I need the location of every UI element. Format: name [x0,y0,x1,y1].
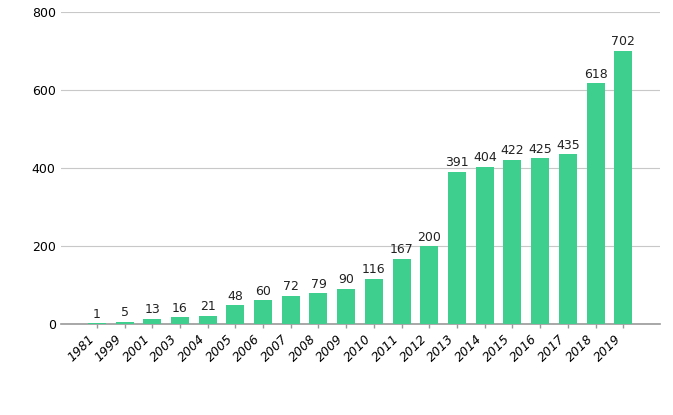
Bar [116,322,133,324]
Text: 13: 13 [144,303,160,316]
Text: 435: 435 [556,139,579,152]
Bar [559,154,577,324]
Bar [392,259,411,324]
Text: 391: 391 [446,156,469,169]
Text: 60: 60 [255,285,271,298]
Text: 116: 116 [362,263,386,276]
Bar [143,319,162,324]
Text: 200: 200 [417,231,441,244]
Bar [171,317,189,324]
Bar [226,305,244,324]
Text: 16: 16 [172,302,188,315]
Bar [337,289,355,324]
Text: 5: 5 [120,306,129,320]
Text: 167: 167 [390,243,413,256]
Text: 618: 618 [583,68,608,81]
Text: 79: 79 [310,278,326,290]
Text: 90: 90 [339,273,354,286]
Text: 72: 72 [283,281,299,293]
Bar [614,51,633,324]
Bar [448,171,466,324]
Bar [199,315,217,324]
Text: 21: 21 [200,300,215,313]
Bar [503,159,522,324]
Bar [310,293,328,324]
Bar [282,295,299,324]
Text: 1: 1 [93,308,101,321]
Text: 425: 425 [528,143,552,156]
Bar [254,300,272,324]
Bar [476,166,494,324]
Bar [421,246,438,324]
Bar [531,159,549,324]
Bar [365,278,383,324]
Text: 702: 702 [611,35,635,48]
Text: 48: 48 [227,290,244,303]
Bar [587,83,604,324]
Text: 422: 422 [501,144,524,157]
Text: 404: 404 [473,151,497,164]
